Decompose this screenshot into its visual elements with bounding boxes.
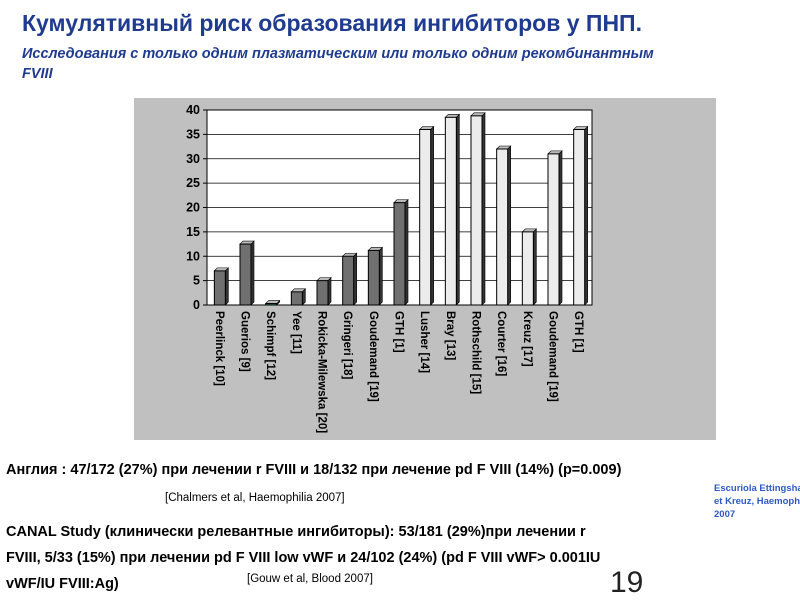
x-tick-label: Rothschild [15] [470,311,482,394]
bar [521,231,534,306]
x-tick-label: Schimpf [12] [264,311,276,380]
x-tick-label: Goudemand [19] [547,311,559,402]
citation-line: et Kreuz, Haemophilia [714,496,800,507]
slide-subtitle: Исследования с только одним плазматическ… [22,46,654,82]
slide-title: Кумулятивный риск образования ингибиторо… [22,10,642,36]
bar [316,280,329,306]
y-tick-label: 5 [193,274,200,288]
x-tick-label: Guerios [9] [239,311,251,372]
y-tick-label: 20 [186,201,200,215]
y-tick-label: 25 [186,176,200,190]
x-tick-label: Courter [16] [495,311,507,376]
bar [290,291,303,306]
bar [573,129,586,306]
page-number: 19 [610,566,644,599]
england-study-text: Англия : 47/172 (27%) при лечении r FVII… [6,462,622,478]
bar [547,153,560,306]
canal-line: vWF/IU FVIII:Ag) [6,576,119,592]
chart-citation: Escuriola Ettingshausen et Kreuz, Haemop… [714,482,800,521]
x-tick-label: Rokicka-Milewska [20] [316,311,328,433]
x-tick-label: Bray [13] [444,311,456,360]
bar [393,202,406,306]
y-tick-label: 35 [186,127,200,141]
chart-panel: 0 5 10 15 20 25 30 35 40 Peerlinck [10] Guerios [9… [134,98,800,520]
bar [496,148,509,306]
bar [367,249,380,306]
bar [444,116,457,306]
bar [470,115,483,306]
y-tick-label: 30 [186,152,200,166]
y-tick-label: 0 [193,298,200,312]
y-tick-label: 40 [186,103,200,117]
x-tick-label: GTH [1] [393,311,405,353]
bar [213,270,226,306]
x-tick-label: Yee [11] [290,311,302,354]
y-tick-label: 15 [186,225,200,239]
canal-line: CANAL Study (клинически релевантные инги… [6,524,586,540]
england-study-reference: [Chalmers et al, Haemophilia 2007] [165,492,345,504]
x-tick-label: Gringeri [18] [341,311,353,380]
bar [265,303,278,306]
x-tick-label: Kreuz [17] [521,311,533,367]
bar-chart: 0 5 10 15 20 25 30 35 40 Peerlinck [10] Guerios [9… [186,103,593,433]
x-tick-label: Lusher [14] [418,311,430,373]
citation-line: 2007 [714,509,736,520]
bar [419,129,432,306]
x-tick-label: Goudemand [19] [367,311,379,402]
citation-line: Escuriola Ettingshausen [714,483,800,494]
canal-study-text: CANAL Study (клинически релевантные инги… [6,519,766,597]
y-tick-label: 10 [186,249,200,263]
x-tick-label: GTH [1] [572,311,584,353]
canal-study-reference: [Gouw et al, Blood 2007] [247,573,373,585]
bar [239,243,252,306]
bar [342,255,355,306]
x-tick-label: Peerlinck [10] [213,311,225,386]
canal-line: FVIII, 5/33 (15%) при лечении pd F VIII … [6,550,601,566]
